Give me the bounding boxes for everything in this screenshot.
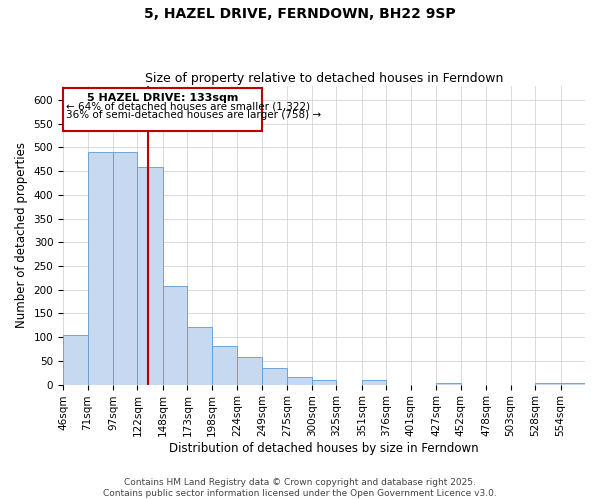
- Title: Size of property relative to detached houses in Ferndown: Size of property relative to detached ho…: [145, 72, 503, 85]
- Bar: [113, 152, 137, 384]
- Bar: [163, 286, 187, 384]
- Bar: [362, 380, 386, 384]
- Bar: [238, 357, 262, 384]
- Bar: [287, 378, 312, 384]
- X-axis label: Distribution of detached houses by size in Ferndown: Distribution of detached houses by size …: [169, 442, 479, 455]
- Bar: [88, 152, 113, 384]
- Text: Contains HM Land Registry data © Crown copyright and database right 2025.
Contai: Contains HM Land Registry data © Crown c…: [103, 478, 497, 498]
- Y-axis label: Number of detached properties: Number of detached properties: [15, 142, 28, 328]
- Text: 5 HAZEL DRIVE: 133sqm: 5 HAZEL DRIVE: 133sqm: [87, 93, 238, 103]
- FancyBboxPatch shape: [63, 88, 262, 130]
- Bar: [535, 382, 560, 384]
- Bar: [560, 382, 585, 384]
- Bar: [137, 168, 163, 384]
- Bar: [312, 380, 336, 384]
- Text: 5, HAZEL DRIVE, FERNDOWN, BH22 9SP: 5, HAZEL DRIVE, FERNDOWN, BH22 9SP: [144, 8, 456, 22]
- Text: ← 64% of detached houses are smaller (1,322): ← 64% of detached houses are smaller (1,…: [66, 102, 310, 112]
- Bar: [436, 382, 461, 384]
- Bar: [63, 335, 88, 384]
- Bar: [187, 326, 212, 384]
- Bar: [212, 346, 238, 385]
- Bar: [262, 368, 287, 384]
- Text: 36% of semi-detached houses are larger (758) →: 36% of semi-detached houses are larger (…: [66, 110, 321, 120]
